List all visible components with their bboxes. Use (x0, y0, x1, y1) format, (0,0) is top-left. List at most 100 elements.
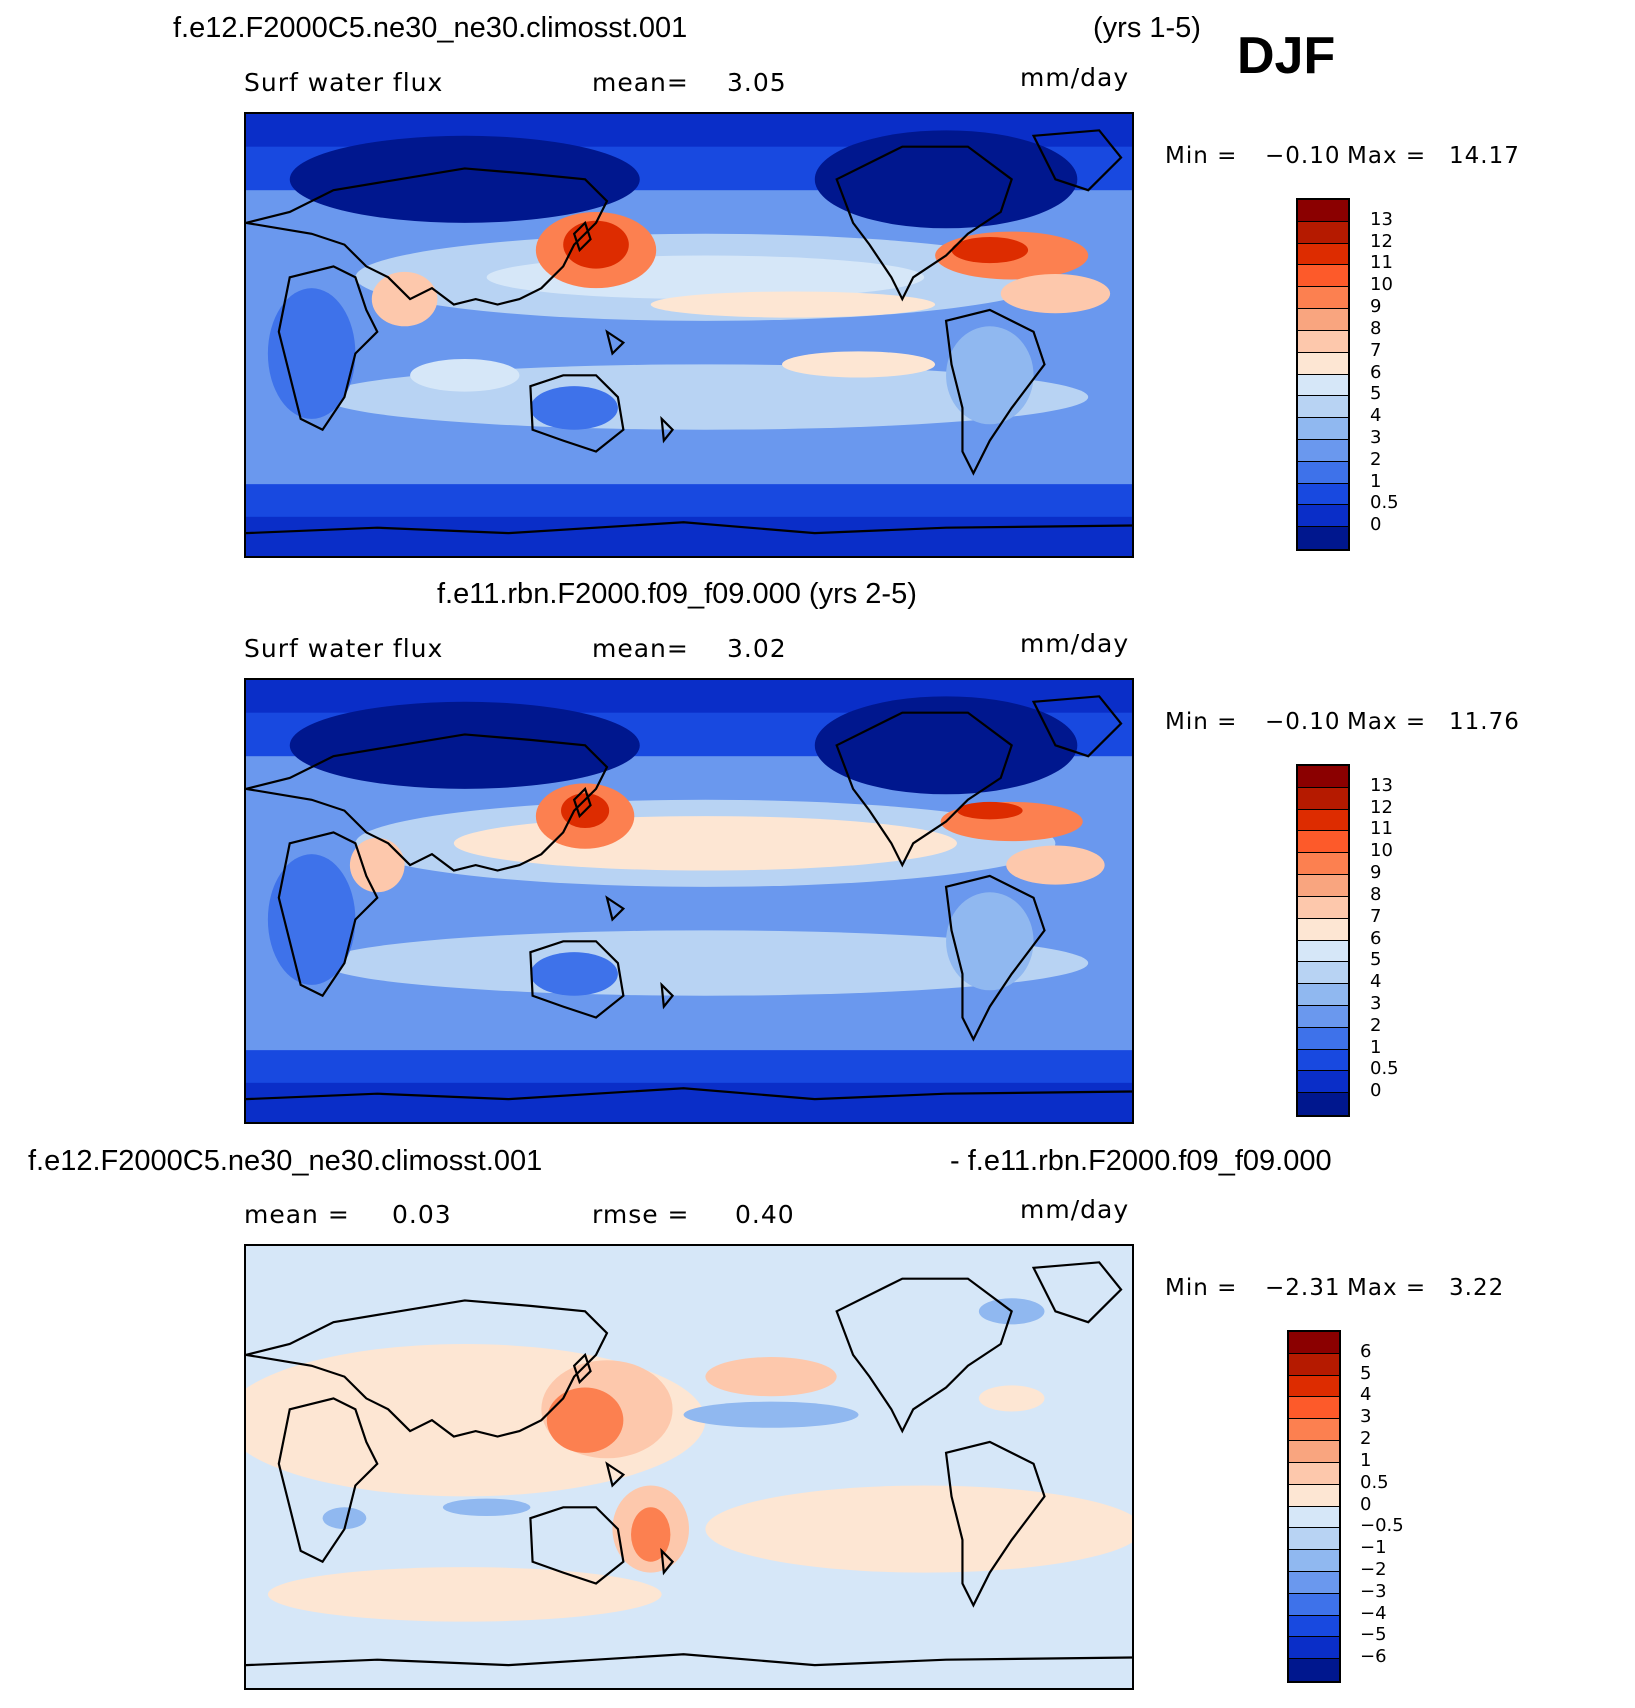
colorbar-box (1289, 1506, 1339, 1529)
colorbar-tick-label: 10 (1370, 840, 1393, 862)
colorbar-tick-label: 10 (1370, 274, 1393, 296)
colorbar-box (1298, 831, 1348, 854)
panel2-title: f.e11.rbn.F2000.f09_f09.000 (yrs 2-5) (437, 578, 917, 610)
panel2-min-value: −0.10 (1265, 709, 1341, 735)
panel1-years: (yrs 1-5) (1093, 12, 1201, 44)
colorbar-box (1298, 984, 1348, 1006)
colorbar-box (1298, 200, 1348, 222)
colorbar-box (1289, 1419, 1339, 1442)
colorbar-box (1298, 1049, 1348, 1072)
colorbar-box (1289, 1659, 1339, 1681)
panel2-mean-value: 3.02 (727, 634, 787, 663)
colorbar-tick-label: 9 (1370, 862, 1382, 884)
colorbar-box (1298, 766, 1348, 788)
panel2-map (244, 678, 1134, 1124)
colorbar-tick-label: 7 (1370, 339, 1382, 361)
colorbar-tick-label: −1 (1360, 1537, 1387, 1559)
colorbar-box (1298, 243, 1348, 266)
colorbar-box (1298, 439, 1348, 462)
colorbar-box (1298, 896, 1348, 919)
colorbar-box (1298, 287, 1348, 310)
colorbar-box (1298, 265, 1348, 288)
colorbar-box (1289, 1571, 1339, 1594)
panel2-mean-label: mean= (592, 634, 689, 663)
panel2-variable: Surf water flux (244, 634, 444, 663)
colorbar-box (1298, 330, 1348, 353)
colorbar-box (1298, 809, 1348, 832)
colorbar-tick-label: 11 (1370, 252, 1393, 274)
panel1-map (244, 112, 1134, 558)
colorbar-tick-label: 0.5 (1370, 1058, 1399, 1080)
colorbar-box (1289, 1397, 1339, 1420)
panel3-max-label: Max = (1347, 1275, 1427, 1301)
colorbar-tick-label: 9 (1370, 296, 1382, 318)
panel2-units: mm/day (1020, 629, 1130, 658)
colorbar-tick-label: 6 (1370, 927, 1382, 949)
colorbar-tick-label: 1 (1360, 1449, 1372, 1471)
colorbar-box (1289, 1332, 1339, 1354)
colorbar-tick-label: 2 (1370, 448, 1382, 470)
colorbar-tick-label: −4 (1360, 1602, 1387, 1624)
colorbar-tick-label: 8 (1370, 883, 1382, 905)
colorbar-tick-label: 5 (1370, 383, 1382, 405)
colorbar-box (1298, 787, 1348, 810)
panel3-mean-label: mean = (244, 1200, 350, 1229)
colorbar-box (1298, 352, 1348, 375)
colorbar-tick-label: 0 (1370, 1080, 1382, 1102)
colorbar-tick-label: 13 (1370, 208, 1393, 230)
panel2-min-label: Min = (1165, 709, 1238, 735)
panel1-min-value: −0.10 (1265, 143, 1341, 169)
colorbar-box (1289, 1593, 1339, 1616)
colorbar-tick-label: 2 (1370, 1014, 1382, 1036)
colorbar-tick-label: 8 (1370, 317, 1382, 339)
panel2-max-label: Max = (1347, 709, 1427, 735)
colorbar-tick-label: −6 (1360, 1646, 1387, 1668)
colorbar-tick-label: 11 (1370, 818, 1393, 840)
colorbar-tick-label: 1 (1370, 1036, 1382, 1058)
colorbar-tick-label: 4 (1360, 1384, 1372, 1406)
colorbar-tick-label: 5 (1360, 1362, 1372, 1384)
colorbar-tick-label: −3 (1360, 1580, 1387, 1602)
colorbar-box (1298, 1005, 1348, 1028)
colorbar-tick-label: 1 (1370, 470, 1382, 492)
colorbar-box (1289, 1637, 1339, 1660)
colorbar-box (1289, 1484, 1339, 1507)
colorbar-box (1298, 527, 1348, 549)
colorbar-tick-label: 12 (1370, 796, 1393, 818)
panel1-max-label: Max = (1347, 143, 1427, 169)
panel3-units: mm/day (1020, 1195, 1130, 1224)
panel3-rmse-label: rmse = (592, 1200, 690, 1229)
colorbar-box (1298, 396, 1348, 419)
colorbar-tick-label: 7 (1370, 905, 1382, 927)
panel3-mean-value: 0.03 (392, 1200, 452, 1229)
colorbar-box (1289, 1353, 1339, 1376)
panel1-max-value: 14.17 (1449, 143, 1520, 169)
panel1-min-label: Min = (1165, 143, 1238, 169)
colorbar-box (1289, 1462, 1339, 1485)
panel1-units: mm/day (1020, 63, 1130, 92)
panel1-colorbar (1296, 198, 1350, 551)
colorbar-box (1298, 1093, 1348, 1115)
panel3-rmse-value: 0.40 (735, 1200, 795, 1229)
colorbar-tick-label: 6 (1370, 361, 1382, 383)
colorbar-tick-label: 6 (1360, 1340, 1372, 1362)
colorbar-box (1298, 221, 1348, 244)
colorbar-box (1298, 483, 1348, 506)
colorbar-box (1298, 1071, 1348, 1094)
panel3-min-value: −2.31 (1265, 1275, 1341, 1301)
colorbar-box (1298, 374, 1348, 397)
panel1-mean-label: mean= (592, 68, 689, 97)
colorbar-box (1298, 918, 1348, 941)
panel1-variable: Surf water flux (244, 68, 444, 97)
colorbar-tick-label: 5 (1370, 949, 1382, 971)
colorbar-tick-label: −2 (1360, 1558, 1387, 1580)
colorbar-box (1289, 1615, 1339, 1638)
panel3-min-label: Min = (1165, 1275, 1238, 1301)
panel3-colorbar (1287, 1330, 1341, 1683)
panel3-map (244, 1244, 1134, 1690)
colorbar-tick-label: −5 (1360, 1624, 1387, 1646)
colorbar-box (1289, 1528, 1339, 1551)
colorbar-tick-label: 4 (1370, 971, 1382, 993)
colorbar-tick-label: 0 (1370, 514, 1382, 536)
colorbar-box (1298, 962, 1348, 985)
